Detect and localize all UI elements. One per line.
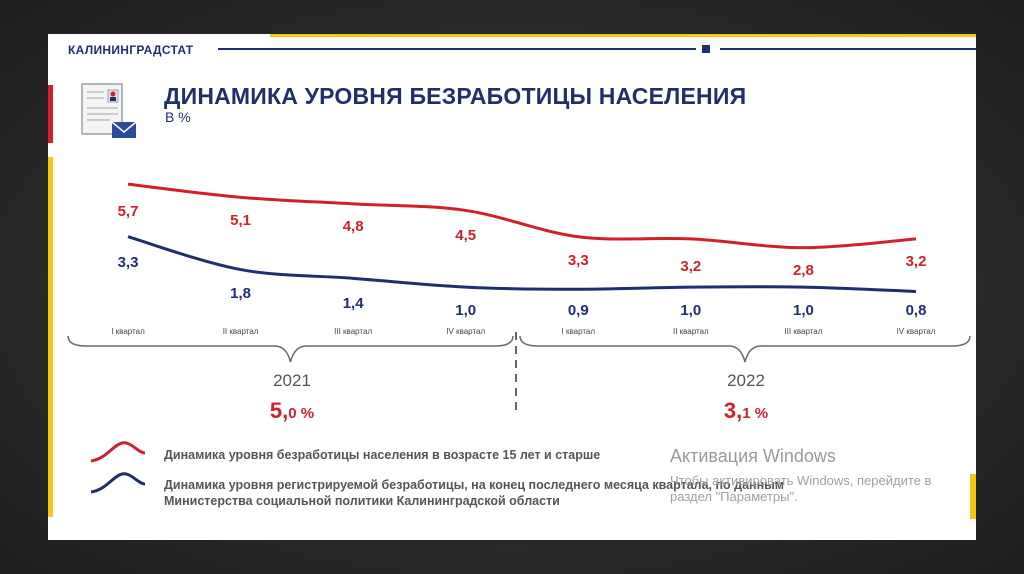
windows-activation-watermark: Активация Windows Чтобы активировать Win… [670, 446, 931, 505]
data-label: 4,8 [343, 218, 364, 235]
data-label: 5,7 [118, 203, 139, 220]
header-rule-right [720, 48, 976, 50]
category-tick-label: I квартал [111, 327, 145, 336]
legend-swatch-red [90, 441, 146, 463]
data-label: 3,3 [118, 254, 139, 271]
page-title: ДИНАМИКА УРОВНЯ БЕЗРАБОТИЦЫ НАСЕЛЕНИЯ [164, 83, 747, 109]
right-yellow-bar [970, 474, 976, 519]
category-tick-label: III квартал [784, 327, 822, 336]
legend-label-navy-line2: Министерства социальной политики Калинин… [164, 494, 560, 508]
group-average-label: 5,0 % [270, 398, 314, 423]
group-average-label: 3,1 % [724, 398, 768, 423]
data-label: 1,0 [793, 302, 814, 319]
data-label: 1,0 [455, 302, 476, 319]
category-tick-label: II квартал [223, 327, 259, 336]
category-tick-label: III квартал [334, 327, 372, 336]
group-year-label: 2022 [727, 371, 765, 390]
legend-label-red: Динамика уровня безработицы населения в … [164, 448, 601, 462]
data-label: 3,3 [568, 252, 589, 269]
left-yellow-bar [48, 157, 53, 517]
year-brace-2021 [67, 335, 514, 363]
data-label: 3,2 [680, 258, 701, 275]
watermark-title: Активация Windows [670, 446, 836, 466]
data-label: 2,8 [793, 262, 814, 279]
year-brace-2022 [519, 335, 971, 363]
data-label: 5,1 [230, 212, 251, 229]
category-tick-label: I квартал [562, 327, 596, 336]
org-name: КАЛИНИНГРАДСТАТ [68, 43, 194, 57]
document-icon [81, 83, 137, 138]
header-square [702, 45, 710, 53]
slide: КАЛИНИНГРАДСТАТ ДИНАМИКА УРОВНЯ БЕЗРАБОТ… [48, 34, 976, 540]
group-year-label: 2021 [273, 371, 311, 390]
top-accent-line [270, 34, 976, 37]
category-tick-label: II квартал [673, 327, 709, 336]
legend-label-navy-line1: Динамика уровня регистрируемой безработи… [164, 478, 785, 492]
data-label: 3,2 [906, 253, 927, 270]
watermark-line2: раздел "Параметры". [670, 489, 798, 504]
category-tick-label: IV квартал [897, 327, 936, 336]
data-label: 4,5 [455, 227, 476, 244]
data-label: 1,4 [343, 295, 365, 312]
page-subtitle: В % [165, 109, 191, 125]
watermark-line1: Чтобы активировать Windows, перейдите в [670, 473, 932, 488]
data-label: 0,8 [906, 302, 927, 319]
legend-swatch-navy [90, 472, 146, 494]
unemployment-chart: 5,7 5,1 4,8 4,5 3,3 3,2 2,8 3,2 3,3 1,8 1,4 1,0 0,9 1… [67, 182, 971, 423]
left-red-bar [48, 85, 53, 143]
category-tick-label: IV квартал [446, 327, 485, 336]
data-label: 0,9 [568, 302, 589, 319]
series-line-2 [127, 235, 917, 293]
data-label: 1,0 [680, 302, 701, 319]
series-line-1 [127, 182, 917, 250]
data-label: 1,8 [230, 285, 251, 302]
header-rule [218, 48, 696, 50]
